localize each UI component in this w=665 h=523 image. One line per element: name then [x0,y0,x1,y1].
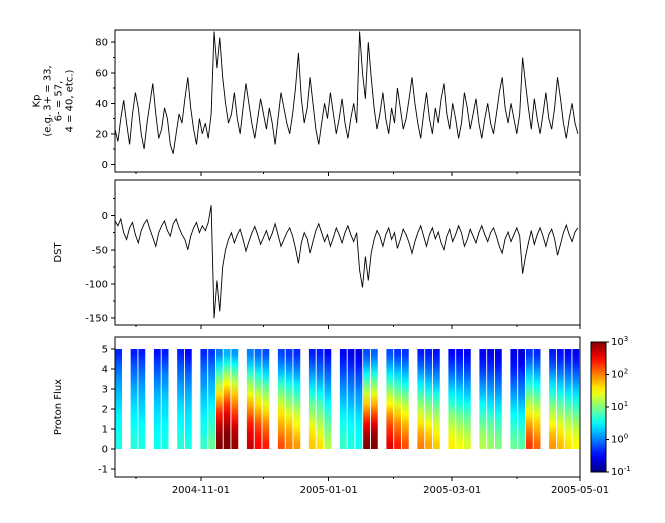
heatmap-column [184,349,192,449]
heatmap-column [177,349,184,449]
kp-axis-title: Kp (e.g. 3+ = 33, 6- = 57, 4 = 40, etc.) [32,65,76,136]
kp-axis-title-line: 4 = 40, etc.) [65,69,76,132]
flux-panel-frame [114,336,581,478]
heatmap-column [425,349,432,449]
heatmap-column [432,349,440,449]
heatmap-column [572,349,580,449]
proton-flux-axis-title-text: Proton Flux [53,379,64,435]
heatmap-column [246,349,254,449]
heatmap-column [293,349,301,449]
y-tick-label: 60 [95,68,108,79]
heatmap-column [138,349,146,449]
heatmap-column [215,349,223,449]
heatmap-column [355,349,363,449]
y-tick-label: 1 [102,425,108,436]
heatmap-column [556,349,564,449]
heatmap-column [254,349,262,449]
dst-axis-title: DST [53,242,64,263]
heatmap-column [153,349,161,449]
y-tick-label: -1 [98,465,108,476]
heatmap-column [200,349,208,449]
y-tick-label: 3 [102,385,108,396]
x-tick-label: 2004-11-01 [172,485,230,496]
heatmap-column [510,349,518,449]
heatmap-column [308,349,316,449]
y-tick-label: 20 [95,129,108,140]
colorbar-tick-label: 101 [611,400,628,413]
heatmap-column [208,349,215,449]
y-tick-label: 40 [95,99,108,110]
heatmap-column [463,349,471,449]
y-tick-label: -150 [85,314,108,325]
heatmap-column [285,349,293,449]
x-tick-label: 2005-03-01 [423,485,481,496]
y-tick-label: 5 [102,345,108,356]
kp-axis-title-line: Kp [32,95,43,108]
heatmap-column [324,349,332,449]
y-tick-label: 0 [102,160,108,171]
y-tick-label: 0 [102,445,108,456]
dst-panel-frame [114,179,581,326]
y-tick-label: 0 [102,211,108,222]
heatmap-column [494,349,502,449]
colorbar-tick-label: 10-1 [611,465,631,478]
heatmap-column [370,349,378,449]
heatmap-column [525,349,533,449]
heatmap-column [363,349,370,449]
heatmap-column [231,349,239,449]
heatmap-column [448,349,456,449]
colorbar-tick-label: 103 [611,335,628,348]
colorbar-tick-label: 100 [611,433,628,446]
heatmap-column [564,349,572,449]
heatmap-column [262,349,270,449]
heatmap-column [316,349,324,449]
y-tick-label: -50 [92,245,108,256]
heatmap-column [339,349,347,449]
proton-flux-axis-title: Proton Flux [53,379,64,435]
heatmap-column [456,349,463,449]
heatmap-column [487,349,494,449]
heatmap-column [161,349,169,449]
y-tick-label: 80 [95,38,108,49]
kp-panel-frame [114,29,581,173]
kp-axis-title-line: (e.g. 3+ = 33, [43,65,54,136]
heatmap-column [223,349,231,449]
heatmap-column [479,349,487,449]
kp-axis-title-line: 6- = 57, [54,81,65,122]
heatmap-column [277,349,285,449]
dst-series-line [114,205,579,319]
x-tick-label: 2005-05-01 [551,485,609,496]
heatmap-column [401,349,409,449]
heatmap-column [115,349,122,449]
y-tick-label: 2 [102,405,108,416]
heatmap-column [386,349,394,449]
proton-flux-heatmap [115,349,580,449]
kp-series-line [114,31,579,154]
y-tick-label: -100 [85,279,108,290]
y-tick-label: 4 [102,365,108,376]
heatmap-column [417,349,425,449]
heatmap-column [533,349,541,449]
dst-axis-title-text: DST [53,242,64,263]
colorbar-gradient [591,342,606,472]
heatmap-column [549,349,556,449]
heatmap-column [130,349,138,449]
heatmap-column [394,349,401,449]
colorbar-tick-label: 102 [611,368,628,381]
heatmap-column [347,349,355,449]
heatmap-column [518,349,525,449]
x-tick-label: 2005-01-01 [300,485,358,496]
